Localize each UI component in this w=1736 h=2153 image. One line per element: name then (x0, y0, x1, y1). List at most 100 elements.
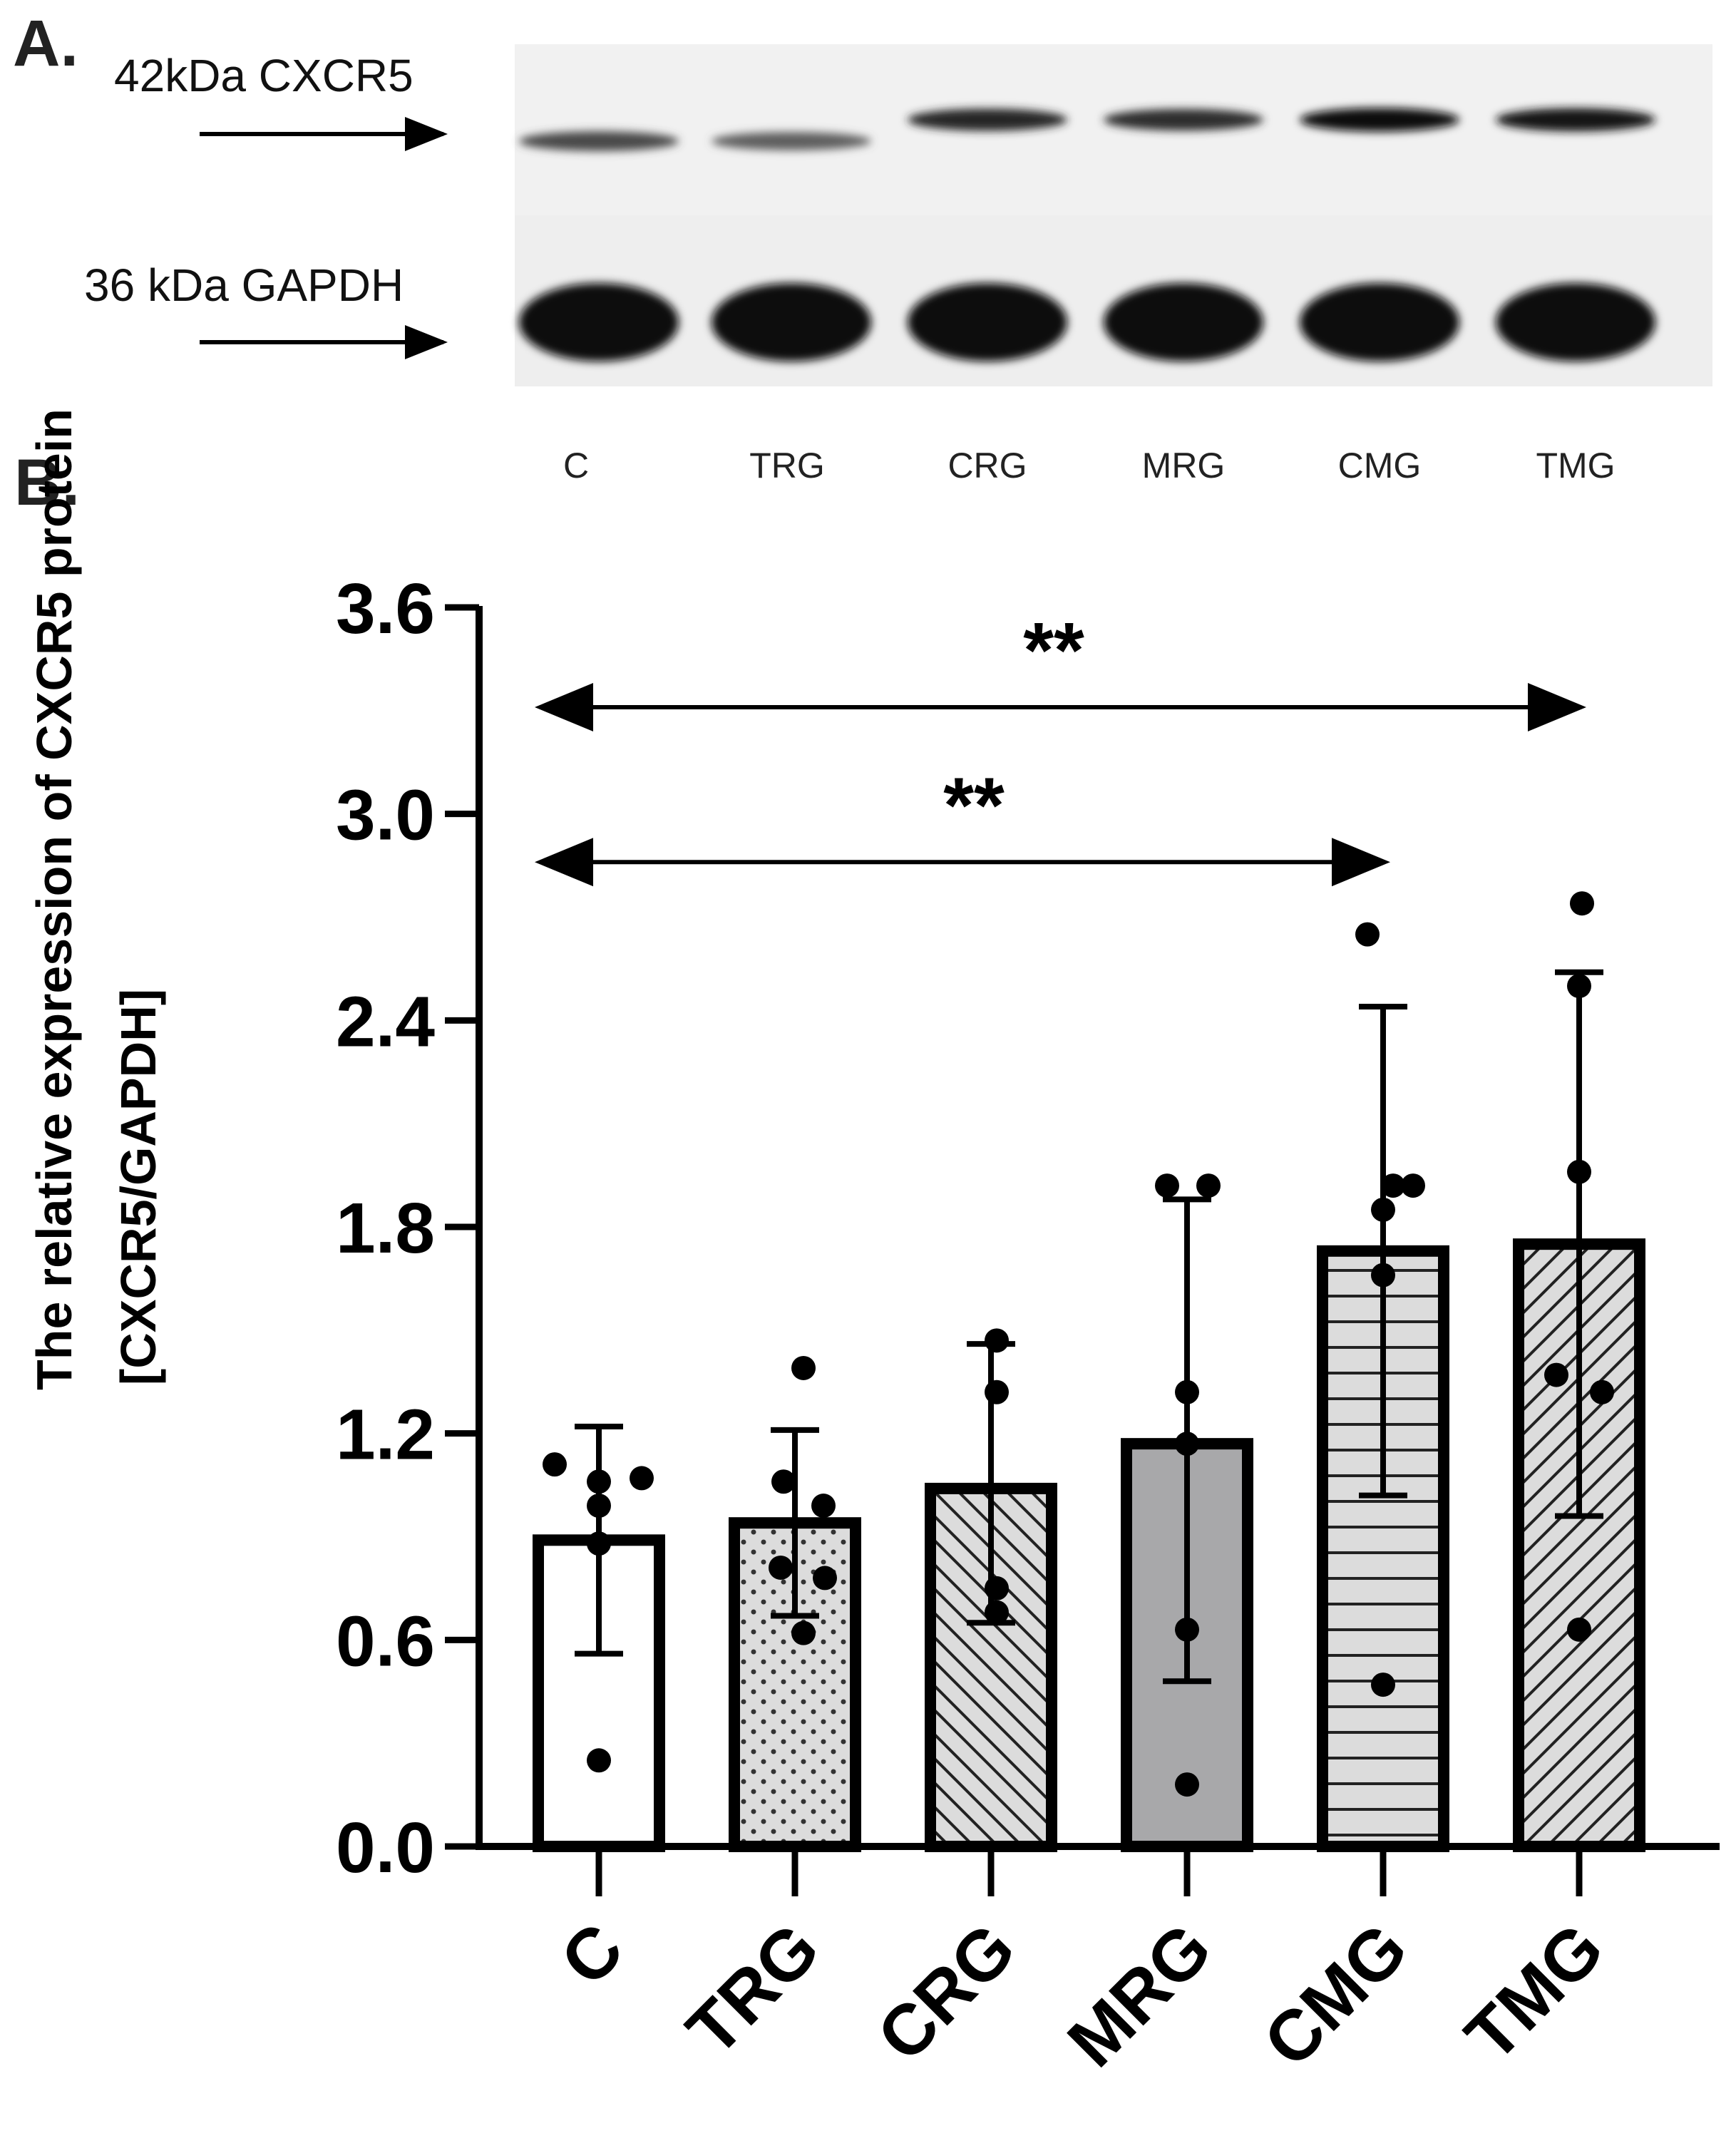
blot-band-gapdh-c (519, 283, 679, 361)
y-axis-label-line1: The relative expression of CXCR5 protein (26, 408, 82, 1390)
data-point (587, 1748, 611, 1773)
lane-label-cmg: CMG (1338, 446, 1422, 485)
bar-chart: 0.0 0.6 1.2 1.8 2.4 3.0 3.6 C TRG CRG MRG CMG TMG *… (336, 569, 1720, 2082)
data-point (1567, 974, 1591, 999)
data-point (1401, 1173, 1425, 1198)
blot-band-cxcr5-c (519, 131, 679, 151)
data-point (587, 1494, 611, 1519)
data-point (1196, 1173, 1221, 1198)
blot-band-gapdh-trg (712, 283, 871, 361)
significance-bracket: ** (535, 761, 1390, 887)
data-point (1175, 1432, 1199, 1456)
blot-band-cxcr5-tmg (1496, 108, 1655, 132)
points-cmg (1355, 922, 1425, 1697)
y-tick-label: 3.6 (336, 569, 435, 649)
blot-band-gapdh-crg (908, 283, 1067, 361)
significance-bracket: ** (535, 607, 1586, 732)
data-point (587, 1469, 611, 1494)
data-point (791, 1355, 816, 1380)
data-point (813, 1566, 837, 1591)
data-point (811, 1494, 836, 1519)
blot-label-cxcr5: 42kDa CXCR5 (114, 50, 414, 101)
data-point (985, 1576, 1009, 1600)
data-point (985, 1600, 1009, 1625)
data-point (1371, 1197, 1395, 1222)
error-bar-tmg (1555, 969, 1603, 1519)
data-point (1544, 1362, 1568, 1387)
significance-label: ** (1023, 607, 1084, 694)
x-tick-label-mrg: MRG (1052, 1908, 1226, 2082)
data-point (791, 1620, 816, 1645)
blot-bands-gapdh (519, 283, 1655, 361)
y-tick-label: 1.2 (336, 1395, 435, 1475)
data-point (1590, 1379, 1614, 1404)
data-point (630, 1466, 654, 1491)
blot-bands-cxcr5 (519, 108, 1655, 151)
arrow-head-left (535, 683, 593, 732)
data-point (1155, 1173, 1179, 1198)
arrow-head-right (1528, 683, 1586, 732)
blot-band-cxcr5-crg (908, 108, 1067, 131)
error-bar-trg (771, 1427, 819, 1619)
data-point (1175, 1772, 1199, 1797)
blot-band-gapdh-cmg (1300, 283, 1459, 361)
blot-labels: 42kDa CXCR5 36 kDa GAPDH (84, 50, 448, 359)
y-tick-label: 2.4 (336, 982, 435, 1062)
data-point (985, 1328, 1009, 1353)
points-trg (769, 1355, 837, 1645)
y-tick-label: 0.6 (336, 1601, 435, 1681)
x-tick-label-trg: TRG (672, 1908, 834, 2070)
data-point (1175, 1379, 1199, 1404)
blot-band-cxcr5-cmg (1300, 108, 1459, 132)
y-axis: 0.0 0.6 1.2 1.8 2.4 3.0 3.6 (336, 569, 483, 1888)
data-point (1567, 1159, 1591, 1184)
x-axis: C TRG CRG MRG CMG TMG (476, 1843, 1720, 2082)
data-point (587, 1531, 611, 1556)
significance-annotations: **** (535, 607, 1586, 887)
lane-label-c: C (563, 446, 589, 485)
points-crg (985, 1328, 1009, 1625)
significance-label: ** (943, 761, 1005, 849)
lane-label-tmg: TMG (1536, 446, 1615, 485)
blot-band-gapdh-tmg (1496, 283, 1655, 361)
data-point (1570, 891, 1594, 916)
x-tick-label-c: C (545, 1908, 638, 2000)
arrow-head-left (535, 838, 593, 887)
data-point (985, 1379, 1009, 1404)
lane-labels: C TRG CRG MRG CMG TMG (563, 446, 1616, 485)
blot-label-gapdh: 36 kDa GAPDH (84, 260, 404, 311)
x-tick-label-crg: CRG (862, 1908, 1030, 2076)
western-blot-image (515, 44, 1712, 386)
lane-label-crg: CRG (947, 446, 1027, 485)
y-tick-label: 0.0 (336, 1808, 435, 1888)
lane-label-trg: TRG (749, 446, 825, 485)
data-point (769, 1555, 793, 1580)
blot-band-gapdh-mrg (1104, 283, 1263, 361)
y-tick-label: 1.8 (336, 1188, 435, 1268)
y-tick-label: 3.0 (336, 776, 435, 855)
x-tick-label-tmg: TMG (1450, 1908, 1618, 2076)
y-axis-label: The relative expression of CXCR5 protein… (26, 408, 166, 1390)
data-points (543, 891, 1614, 1797)
data-point (771, 1469, 796, 1494)
lane-label-mrg: MRG (1142, 446, 1226, 485)
panel-a-label: A. (13, 7, 78, 80)
data-point (1567, 1617, 1591, 1642)
data-point (1175, 1617, 1199, 1642)
data-point (1371, 1263, 1395, 1288)
data-point (543, 1452, 567, 1477)
blot-band-cxcr5-mrg (1104, 108, 1263, 131)
bars (533, 1238, 1645, 1853)
error-bar-cmg (1359, 1004, 1407, 1499)
y-axis-label-line2: [CXCR5/GAPDH] (111, 989, 166, 1385)
points-c (543, 1452, 654, 1773)
points-tmg (1544, 891, 1614, 1642)
data-point (1371, 1672, 1395, 1697)
data-point (1355, 922, 1380, 947)
data-point (1381, 1173, 1405, 1198)
x-tick-label-cmg: CMG (1248, 1908, 1422, 2082)
blot-cxcr5-membrane (515, 44, 1712, 215)
blot-band-cxcr5-trg (712, 132, 871, 150)
arrow-head-right (1332, 838, 1390, 887)
